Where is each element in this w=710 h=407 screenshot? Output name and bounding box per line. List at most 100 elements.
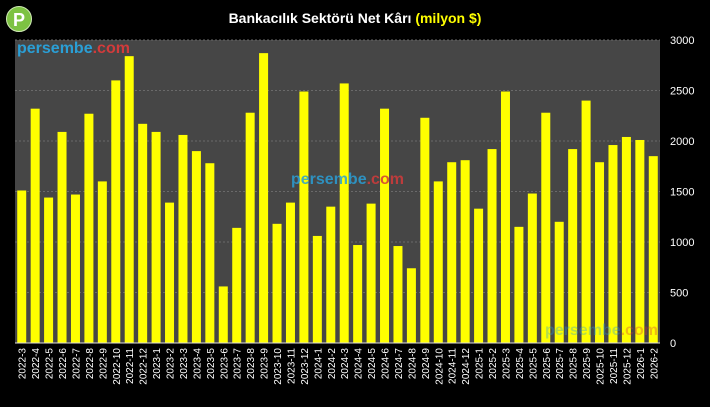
x-tick-label: 2025-6 [542,348,553,380]
x-tick-label: 2022-9 [98,348,109,380]
x-tick-label: 2023-6 [219,348,230,380]
bar-2024-10 [433,181,443,343]
bar-2024-5 [366,203,376,343]
bar-2022-4 [30,108,40,344]
bar-2023-11 [285,202,295,343]
x-tick-label: 2026-2 [649,348,660,380]
bar-2022-8 [84,113,94,343]
bar-2022-6 [57,131,67,343]
bar-2022-5 [44,197,54,343]
x-tick-label: 2023-5 [206,348,217,380]
x-tick-label: 2023-9 [260,348,271,380]
bar-2023-7 [232,227,242,343]
bar-2025-9 [581,100,591,343]
chart-title-text: Bankacılık Sektörü Net Kârı [228,10,412,26]
x-tick-label: 2023-11 [286,348,297,384]
bar-2023-2 [165,202,175,343]
bar-2025-3 [500,91,510,343]
bar-2022-3 [17,190,27,343]
bar-2023-12 [299,91,309,343]
bar-2023-4 [191,151,201,343]
x-tick-label: 2024-2 [327,348,338,380]
bar-2025-8 [568,149,578,343]
bar-2022-12 [138,123,148,343]
x-tick-label: 2022-4 [31,348,42,380]
bar-2024-9 [420,117,430,344]
bar-2025-1 [474,208,484,343]
bar-2025-7 [554,221,564,343]
bar-2024-2 [326,206,336,343]
bar-2024-11 [447,162,457,343]
bar-2023-5 [205,163,215,343]
bar-2025-11 [608,145,618,343]
bar-2023-3 [178,134,188,343]
x-tick-label: 2024-1 [313,348,324,380]
logo-letter: P [12,10,25,30]
x-tick-label: 2025-11 [609,348,620,384]
x-tick-label: 2024-8 [407,348,418,380]
x-tick-label: 2025-4 [515,348,526,380]
x-tick-label: 2023-4 [192,348,203,380]
bar-2025-5 [527,193,537,343]
x-tick-label: 2025-10 [596,348,607,385]
y-tick-label: 2000 [670,136,694,148]
x-tick-label: 2022-12 [139,348,150,385]
x-tick-label: 2024-3 [340,348,351,380]
x-tick-label: 2025-12 [622,348,633,385]
bar-2024-4 [353,245,363,343]
x-tick-label: 2022-10 [112,348,123,385]
bar-2024-1 [312,235,322,343]
watermark-center: persembe.com [291,171,404,188]
x-tick-label: 2024-7 [394,348,405,380]
watermark-bottom-right: persembe.com [545,322,658,339]
x-tick-label: 2022-6 [58,348,69,380]
x-tick-label: 2026-1 [636,348,647,380]
bar-2024-12 [460,160,470,343]
y-tick-label: 3000 [670,35,694,47]
bar-2023-9 [259,53,269,343]
watermark-top-left: persembe.com [17,40,130,57]
x-tick-label: 2023-2 [166,348,177,380]
x-tick-label: 2025-8 [569,348,580,380]
x-tick-label: 2023-10 [273,348,284,385]
bar-2026-1 [635,139,645,343]
bar-2025-10 [595,162,605,343]
x-tick-label: 2022-3 [18,348,29,380]
x-tick-label: 2024-5 [367,348,378,380]
bar-2025-2 [487,149,497,343]
x-tick-label: 2025-3 [501,348,512,380]
bar-2022-7 [70,194,80,343]
x-tick-label: 2025-7 [555,348,566,380]
bar-2026-2 [648,156,658,343]
bar-2024-6 [380,108,390,344]
x-tick-label: 2022-8 [85,348,96,380]
x-tick-label: 2024-6 [381,348,392,380]
bar-2025-4 [514,226,524,343]
x-tick-label: 2025-5 [528,348,539,380]
persembe-logo: P [6,6,32,32]
x-tick-label: 2024-4 [354,348,365,380]
x-tick-label: 2022-7 [71,348,82,380]
y-tick-label: 1500 [670,187,694,199]
x-tick-label: 2025-1 [475,348,486,380]
bar-2025-12 [621,136,631,343]
bar-2024-8 [406,268,416,343]
x-tick-label: 2022-5 [45,348,56,380]
x-tick-label: 2024-10 [434,348,445,385]
x-tick-label: 2023-12 [300,348,311,385]
x-tick-label: 2022-11 [125,348,136,384]
x-tick-label: 2025-9 [582,348,593,380]
chart-title: Bankacılık Sektörü Net Kârı (milyon $) [0,10,710,26]
x-tick-label: 2024-12 [461,348,472,385]
y-tick-label: 1000 [670,237,694,249]
x-tick-label: 2024-11 [448,348,459,384]
y-tick-label: 500 [670,288,688,300]
chart-title-unit: (milyon $) [415,10,482,26]
bar-2023-10 [272,223,282,343]
bar-2022-9 [97,181,107,343]
bar-2022-10 [111,80,121,344]
y-tick-label: 2500 [670,86,694,98]
x-tick-label: 2024-9 [421,348,432,380]
x-tick-label: 2023-8 [246,348,257,380]
